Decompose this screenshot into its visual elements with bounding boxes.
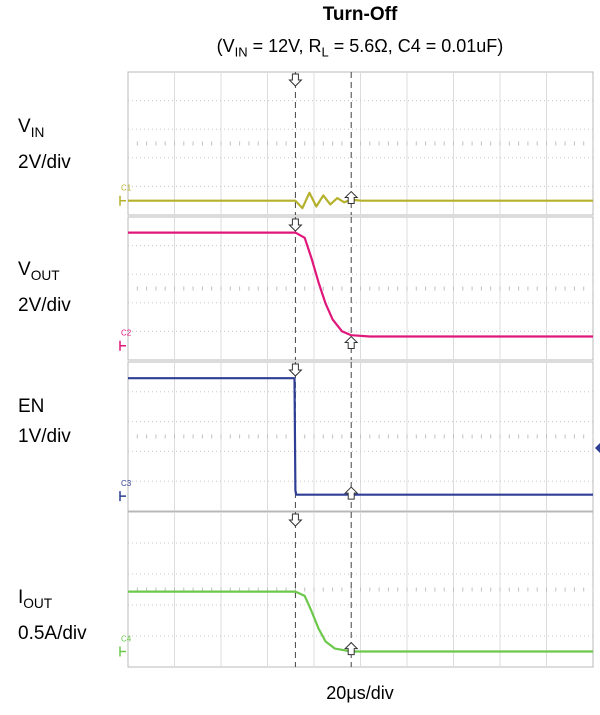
chart-title: Turn-Off	[322, 4, 398, 25]
ground-marker-c4	[119, 646, 126, 657]
vout-scale: 2V/div	[18, 294, 71, 316]
iout-name-main: I	[18, 587, 24, 608]
vin-name: VIN	[18, 112, 71, 148]
waveform-c2	[128, 231, 593, 338]
x-axis-label: 20μs/div	[326, 683, 394, 703]
subtitle-sub-l: L	[321, 44, 329, 60]
cursor-arrow	[343, 190, 359, 205]
vout-name: VOUT	[18, 255, 71, 291]
channel-marker-c4: C4	[121, 635, 132, 644]
cursor-arrow	[288, 218, 303, 232]
iout-name: IOUT	[18, 583, 87, 619]
chart-subtitle: (VIN = 12V, RL = 5.6Ω, C4 = 0.01uF)	[120, 36, 600, 60]
waveform-c4	[128, 590, 593, 653]
channel-marker-c1: C1	[121, 184, 132, 193]
vout-name-main: V	[18, 259, 31, 280]
cursor-arrow	[288, 363, 303, 377]
vin-name-sub: IN	[30, 124, 45, 140]
cursor-arrow	[343, 641, 359, 656]
cursor-arrow	[343, 335, 359, 350]
vout-name-sub: OUT	[30, 267, 60, 283]
cursor-arrow	[343, 486, 359, 500]
en-name: EN	[18, 396, 45, 417]
trigger-marker	[595, 443, 600, 453]
ground-marker-c3	[119, 491, 126, 502]
ground-marker-c2	[119, 340, 126, 351]
channel-marker-c2: C2	[121, 329, 132, 338]
subtitle-sub-in: IN	[234, 44, 248, 60]
en-scale: 1V/div	[18, 426, 71, 447]
vin-name-main: V	[18, 116, 31, 137]
cursor-arrow	[288, 513, 303, 527]
iout-scale: 0.5A/div	[18, 622, 87, 644]
ground-marker-c1	[119, 195, 126, 206]
channel-label-vout: VOUT 2V/div	[18, 255, 71, 321]
waveform-c3	[128, 377, 593, 496]
channel-label-iout: IOUT 0.5A/div	[18, 583, 87, 649]
channel-marker-c3: C3	[121, 479, 132, 488]
cursor-arrow	[288, 73, 303, 87]
subtitle-part-3: = 5.6Ω, C4 = 0.01uF)	[328, 36, 504, 56]
iout-name-sub: OUT	[23, 595, 53, 611]
subtitle-part-1: (V	[216, 36, 235, 56]
subtitle-part-2: = 12V, R	[247, 36, 322, 56]
vin-scale: 2V/div	[18, 151, 71, 173]
channel-label-vin: VIN 2V/div	[18, 112, 71, 178]
channel-label-en: EN 1V/div	[18, 392, 71, 452]
